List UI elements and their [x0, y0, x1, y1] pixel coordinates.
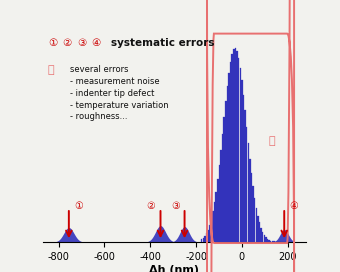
Bar [265, 237, 267, 242]
Bar [257, 216, 259, 242]
Bar [236, 51, 238, 242]
Bar [204, 236, 206, 242]
Text: systematic errors: systematic errors [111, 38, 215, 48]
Text: ②: ② [62, 38, 71, 48]
Bar [232, 54, 233, 242]
Text: ③: ③ [77, 38, 86, 48]
Bar [233, 49, 235, 242]
Bar [252, 186, 254, 242]
Bar [206, 233, 207, 242]
Bar [244, 110, 246, 242]
Bar [246, 127, 248, 242]
Bar [216, 191, 217, 242]
Bar [230, 62, 231, 242]
Bar [259, 222, 260, 242]
Bar [227, 86, 228, 242]
Bar [209, 225, 210, 242]
Bar [256, 208, 257, 242]
Bar [249, 159, 251, 242]
Text: ④: ④ [91, 38, 101, 48]
Bar [254, 198, 255, 242]
Bar [238, 58, 239, 242]
Bar [270, 241, 271, 242]
Bar [272, 241, 273, 242]
Text: ④: ④ [289, 201, 298, 211]
Text: ⓤ: ⓤ [268, 136, 275, 146]
Bar [219, 165, 220, 242]
Text: ①: ① [48, 38, 57, 48]
Bar [223, 118, 225, 242]
Bar [267, 239, 268, 242]
Bar [220, 150, 222, 242]
Text: ②: ② [147, 201, 155, 211]
Bar [248, 143, 249, 242]
Bar [211, 219, 212, 242]
Text: ③: ③ [171, 201, 180, 211]
Bar [222, 134, 223, 242]
Bar [251, 173, 252, 242]
Bar [201, 239, 203, 242]
Bar [225, 101, 226, 242]
Bar [268, 240, 270, 242]
Text: ⓤ: ⓤ [48, 65, 54, 75]
Bar [235, 48, 236, 242]
Bar [228, 73, 230, 242]
Bar [243, 95, 244, 242]
Bar [217, 179, 219, 242]
Text: ①: ① [74, 201, 83, 211]
Bar [241, 80, 242, 242]
Bar [239, 68, 241, 242]
Bar [207, 230, 209, 242]
Bar [212, 211, 214, 242]
Bar [262, 232, 264, 242]
Bar [260, 228, 262, 242]
Bar [203, 238, 204, 242]
Bar [214, 202, 215, 242]
Bar [264, 235, 265, 242]
X-axis label: Δh (nm): Δh (nm) [149, 265, 199, 272]
Text: several errors
- measurement noise
- indenter tip defect
- temperature variation: several errors - measurement noise - ind… [70, 65, 169, 121]
